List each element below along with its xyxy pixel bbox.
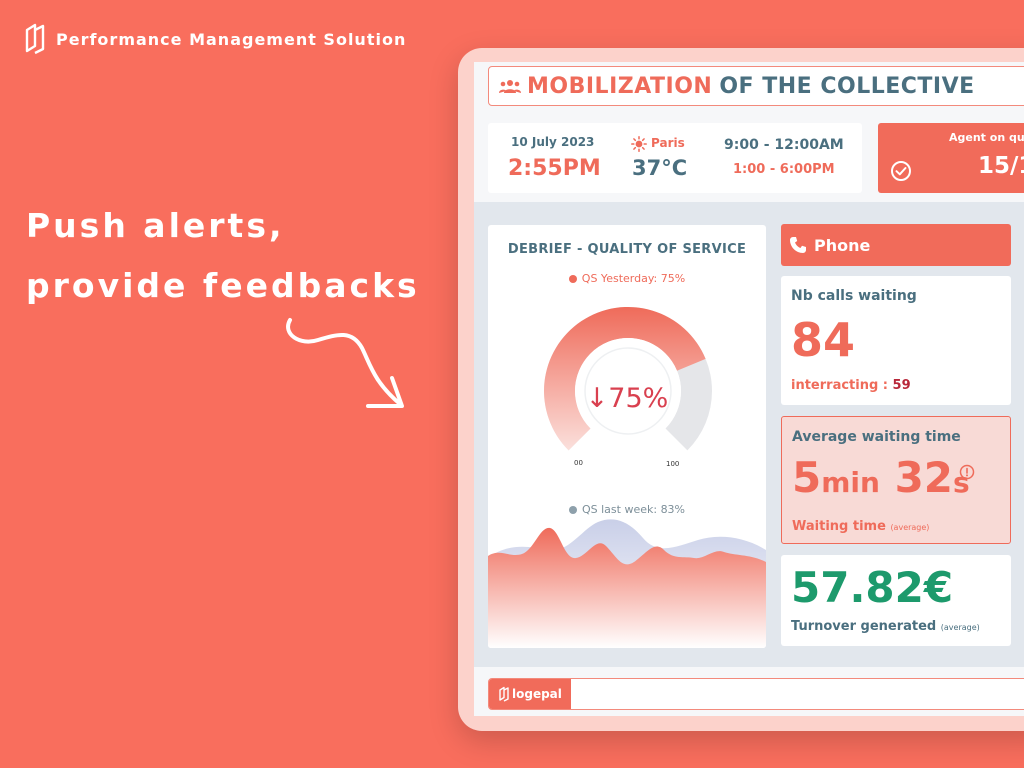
calls-waiting-value: 84 [791,313,856,367]
waiting-time-value: 5min 32s [792,453,970,502]
interacting-line: interracting : 59 [791,378,911,393]
group-icon [499,80,521,93]
quality-title: DEBRIEF - QUALITY OF SERVICE [507,242,747,257]
footer-band: logepal [474,667,1024,716]
calls-waiting-card: Nb calls waiting 84 interracting : 59 [781,276,1011,405]
weather-city: Paris [651,136,685,150]
phone-icon [790,237,806,253]
date-weather-card: 10 July 2023 2:55PM Paris 37°C 9:00 - 12… [488,123,862,193]
gauge-max-tick: 100 [666,460,680,468]
sun-icon [631,136,647,152]
waiting-sub-label: Waiting time [792,519,886,534]
tablet-frame: MOBILIZATION OF THE COLLECTIVE 10 July 2… [458,48,1024,731]
hours-afternoon: 1:00 - 6:00PM [733,162,835,177]
legend-dot-icon [568,506,577,514]
dashboard-title-bar: MOBILIZATION OF THE COLLECTIVE [488,66,1024,106]
waiting-sub-note: (average) [890,523,930,532]
waiting-min-unit: min [821,466,880,499]
quality-of-service-card: DEBRIEF - QUALITY OF SERVICE QS Yesterda… [488,225,766,648]
footer-logo-text: logepal [512,687,562,701]
waiting-sub-line: Waiting time (average) [792,519,929,534]
turnover-line: Turnover generated (average) [791,619,980,634]
curved-arrow-icon [286,318,404,408]
check-circle-icon [891,161,911,181]
turnover-note: (average) [940,623,980,632]
title-highlight: MOBILIZATION [527,73,713,99]
headline-line-2: provide feedbacks [26,266,420,305]
qs-yesterday-label: QS Yesterday: 75% [581,272,686,285]
phone-label: Phone [814,235,871,255]
quality-value: ↓75% [585,383,669,414]
turnover-card: 57.82€ Turnover generated (average) [781,555,1011,646]
waiting-minutes: 5 [792,453,822,502]
legend-dot-icon [568,275,577,283]
footer-logo: logepal [489,679,571,709]
agent-label: Agent on queue [949,131,1024,144]
headline-line-1: Push alerts, [26,206,285,245]
quality-gauge [544,307,712,451]
yesterday-wave [488,527,766,648]
turnover-value: 57.82€ [791,563,954,612]
interacting-label: interracting : [791,378,888,393]
waiting-seconds: 32 [894,453,954,502]
footer-bar: logepal [488,678,1024,710]
turnover-label: Turnover generated [791,619,937,634]
logepal-mark-icon [499,686,509,702]
temperature: 37°C [632,156,688,180]
hours-morning: 9:00 - 12:00AM [724,137,844,153]
alert-icon [959,464,975,480]
qs-last-week-label: QS last week: 83% [581,503,686,516]
current-date: 10 July 2023 [511,135,595,149]
brand-header: Performance Management Solution [24,22,406,56]
waiting-sec-unit: s [953,466,970,499]
trend-waves [488,519,766,648]
waiting-time-card: Average waiting time 5min 32s Waiting ti… [781,416,1011,544]
calls-waiting-label: Nb calls waiting [791,288,917,304]
logepal-mark-icon [25,23,45,55]
agent-value: 15/18 [978,153,1024,179]
brand-name: Performance Management Solution [56,29,407,49]
waiting-time-label: Average waiting time [792,429,961,445]
title-rest: OF THE COLLECTIVE [719,73,975,99]
interacting-value: 59 [892,378,911,393]
gauge-fill [544,307,706,451]
agent-on-queue-card: Agent on queue 15/18 [878,123,1024,193]
phone-header: Phone [781,224,1011,266]
dashboard-screen: MOBILIZATION OF THE COLLECTIVE 10 July 2… [474,62,1024,716]
current-time: 2:55PM [508,156,601,181]
qs-yesterday-legend: QS Yesterday: 75% [488,272,766,285]
headline: Push alerts, provide feedbacks [26,196,420,316]
qs-last-week-legend: QS last week: 83% [488,503,766,516]
gauge-min-tick: 00 [574,459,583,467]
